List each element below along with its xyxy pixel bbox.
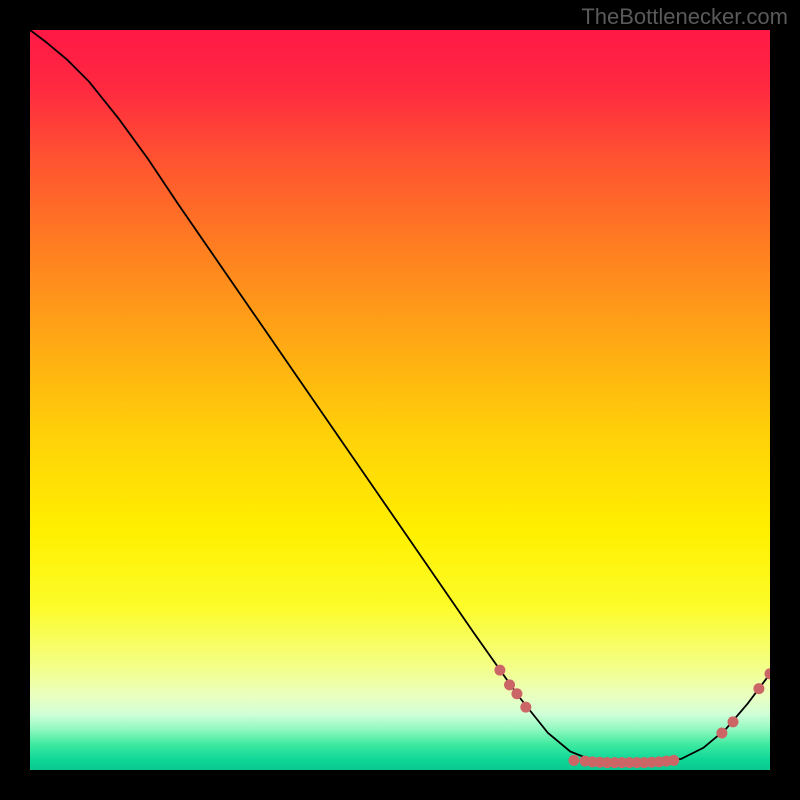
data-marker bbox=[494, 665, 505, 676]
plot-area bbox=[30, 30, 770, 770]
data-marker bbox=[728, 716, 739, 727]
data-marker bbox=[520, 702, 531, 713]
data-marker bbox=[511, 688, 522, 699]
chart-container: TheBottlenecker.com bbox=[0, 0, 800, 800]
data-marker bbox=[504, 679, 515, 690]
data-marker bbox=[753, 683, 764, 694]
watermark-text: TheBottlenecker.com bbox=[581, 4, 788, 30]
data-marker bbox=[668, 755, 679, 766]
data-marker bbox=[568, 755, 579, 766]
gradient-background bbox=[30, 30, 770, 770]
data-marker bbox=[716, 728, 727, 739]
